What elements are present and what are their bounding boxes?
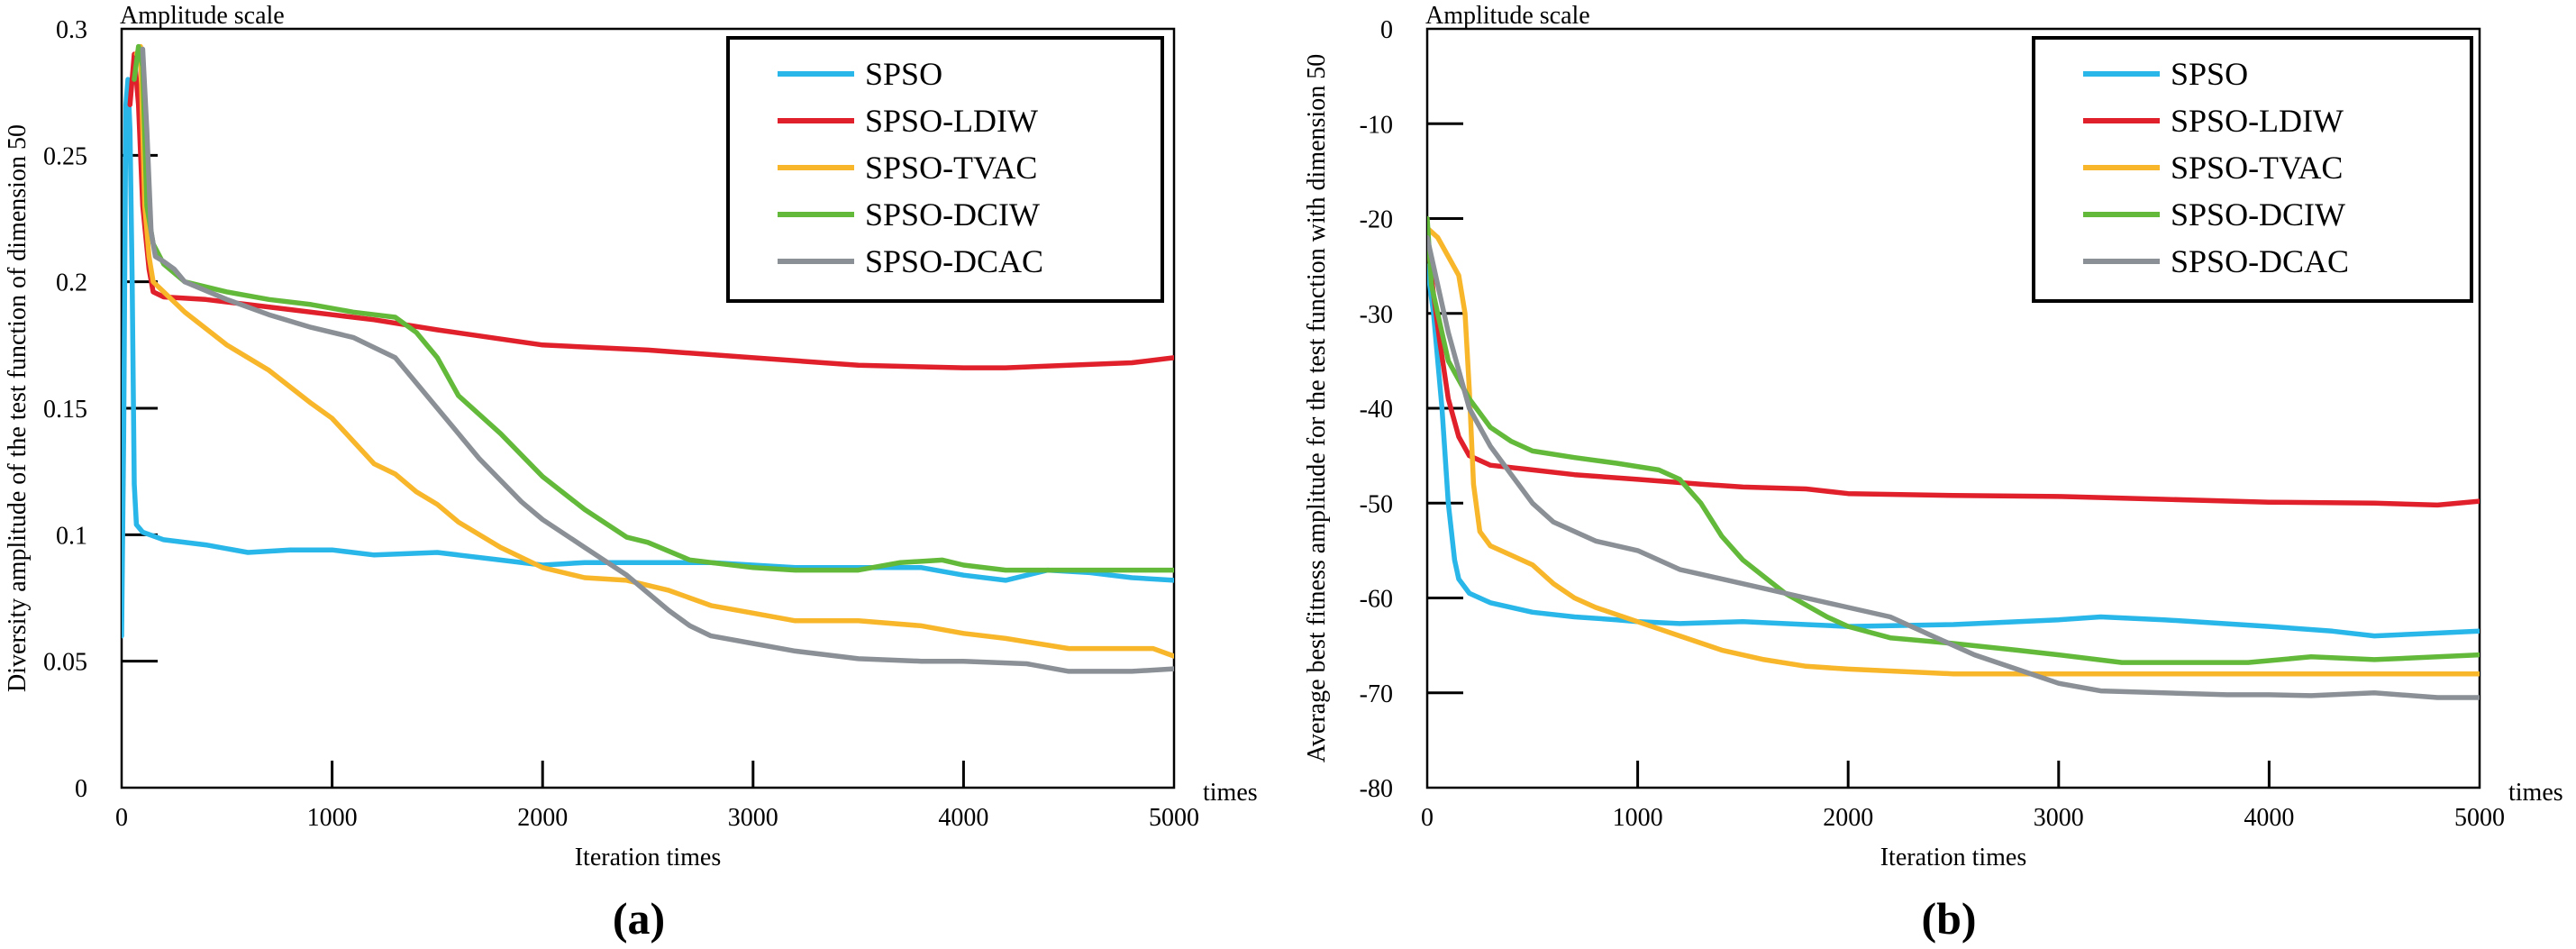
legend-entry: SPSO-DCAC: [865, 243, 1043, 279]
legend-entry: SPSO-LDIW: [2171, 103, 2344, 139]
y-tick-label: -30: [1360, 301, 1393, 329]
series-lines: [1427, 215, 2480, 700]
x-tick-label: 5000: [1149, 804, 1199, 832]
y-tick-label: -40: [1360, 396, 1393, 424]
x-tick-label: 4000: [2244, 804, 2294, 832]
y-axis-title: Diversity amplitude of the test function…: [4, 124, 32, 692]
series-line-spso-tvac: [133, 43, 1174, 659]
x-tick-label: 4000: [938, 804, 988, 832]
x-tick-label: 5000: [2454, 804, 2505, 832]
legend: SPSO SPSO-LDIW SPSO-TVAC SPSO-DCIW SPSO-DCAC: [726, 36, 1164, 303]
series-line-spso-ldiw: [1427, 234, 2480, 508]
legend-entry: SPSO-DCAC: [2171, 243, 2349, 279]
x-tick-label: 1000: [1613, 804, 1663, 832]
y-tick-label: 0: [75, 775, 87, 803]
y-tick-label: 0.3: [56, 16, 87, 44]
x-unit-label: times: [2508, 779, 2563, 807]
y-tick-label: -70: [1360, 680, 1393, 708]
chart-panel-a: 0 1000 2000 3000 4000 5000 0 0.05 0.1 0.15 0.2 0.25…: [4, 2, 1258, 944]
series-line-spso-dcac: [1427, 234, 2480, 700]
series-line-spso: [122, 77, 1174, 639]
y-scale-label: Amplitude scale: [1425, 2, 1590, 30]
legend-entry: SPSO: [865, 56, 942, 92]
y-tick-label: 0.15: [43, 396, 87, 424]
x-unit-label: times: [1203, 779, 1258, 807]
y-axis-title: Average best fitness amplitude for the t…: [1303, 54, 1331, 762]
y-tick-label: -50: [1360, 490, 1393, 518]
x-tick-label: 2000: [517, 804, 568, 832]
x-tick-label: 0: [1421, 804, 1434, 832]
x-tick-label: 3000: [728, 804, 778, 832]
legend: SPSO SPSO-LDIW SPSO-TVAC SPSO-DCIW SPSO-DCAC: [2032, 36, 2473, 303]
y-tick-label: 0.25: [43, 142, 87, 170]
series-line-spso-dciw: [1427, 215, 2480, 665]
legend-entry: SPSO: [2171, 56, 2248, 92]
x-tick-label: 3000: [2034, 804, 2084, 832]
y-tick-label: 0.05: [43, 649, 87, 677]
y-tick-label: 0: [1380, 16, 1393, 44]
y-scale-label: Amplitude scale: [120, 2, 285, 30]
x-axis-title: Iteration times: [1880, 844, 2027, 871]
chart-panel-b: 0 1000 2000 3000 4000 5000 0 -10 -20 -30 -40 -50 -60…: [1303, 2, 2563, 944]
y-tick-label: -60: [1360, 586, 1393, 614]
y-tick-label: 0.2: [56, 269, 87, 297]
y-tick-label: 0.1: [56, 522, 87, 550]
series-line-spso-dcac: [140, 46, 1174, 674]
y-tick-label: -80: [1360, 775, 1393, 803]
legend-entry: SPSO-DCIW: [2171, 196, 2345, 233]
legend-entry: SPSO-TVAC: [2171, 150, 2343, 186]
legend-entry: SPSO-DCIW: [865, 196, 1040, 233]
series-lines: [122, 43, 1174, 674]
legend-entry: SPSO-TVAC: [865, 150, 1037, 186]
y-tick-label: -20: [1360, 206, 1393, 234]
y-tick-label: -10: [1360, 111, 1393, 139]
series-line-spso: [1427, 263, 2480, 639]
x-tick-label: 1000: [307, 804, 358, 832]
x-axis-title: Iteration times: [575, 844, 722, 871]
panel-label: (a): [613, 893, 665, 944]
x-tick-label: 2000: [1823, 804, 1873, 832]
x-tick-label: 0: [115, 804, 128, 832]
series-line-spso-tvac: [1427, 225, 2480, 677]
legend-entry: SPSO-LDIW: [865, 103, 1038, 139]
panel-label: (b): [1921, 893, 1976, 944]
